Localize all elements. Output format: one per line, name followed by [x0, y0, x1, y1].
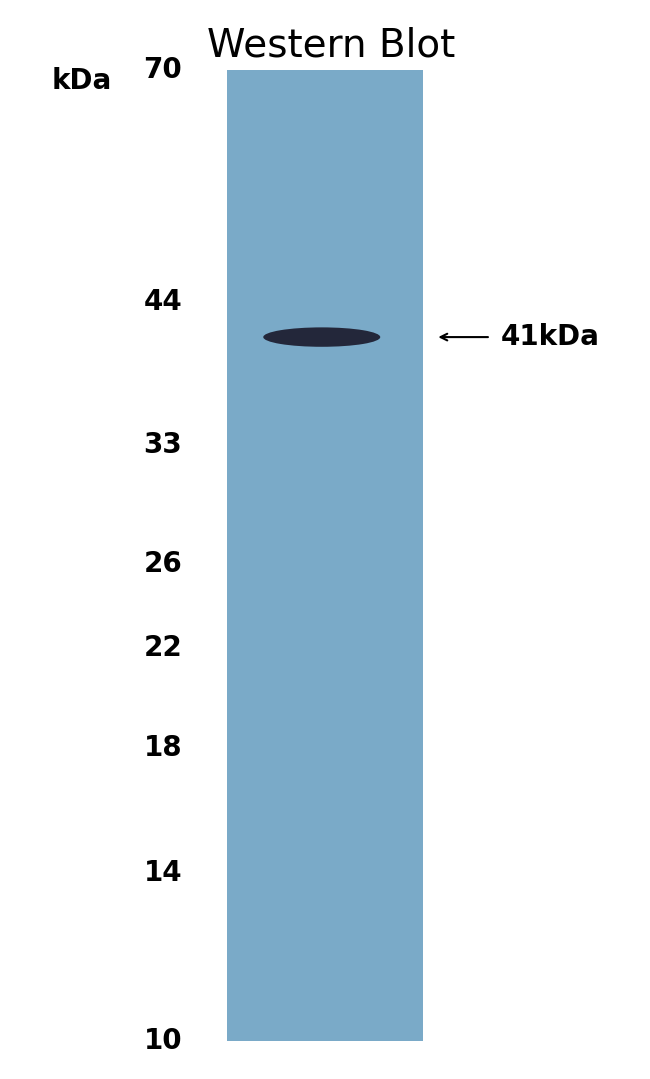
Text: 44: 44 [143, 288, 182, 316]
Text: 22: 22 [143, 633, 182, 661]
Text: 41kDa: 41kDa [500, 323, 599, 351]
Text: 26: 26 [143, 550, 182, 578]
Text: 33: 33 [143, 432, 182, 460]
Bar [227, 70, 422, 1041]
Text: 70: 70 [143, 56, 182, 84]
Text: 10: 10 [144, 1027, 182, 1055]
Text: kDa: kDa [52, 67, 112, 95]
Text: 14: 14 [144, 859, 182, 887]
Text: Western Blot: Western Blot [207, 27, 456, 65]
Text: 18: 18 [144, 734, 182, 762]
Ellipse shape [263, 327, 380, 346]
